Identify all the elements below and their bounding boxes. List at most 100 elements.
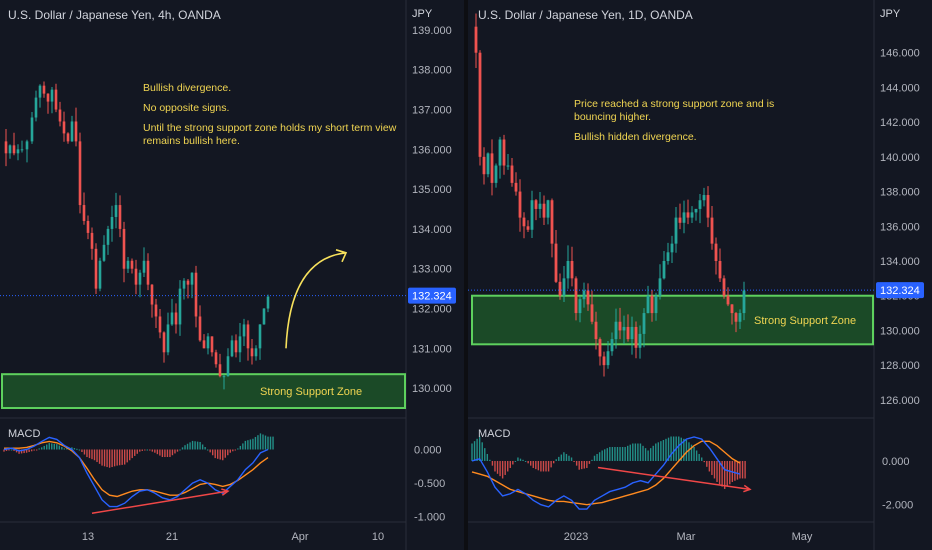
right-macd-histogram-bar bbox=[657, 442, 660, 461]
left-time-tick-label: 21 bbox=[166, 531, 178, 543]
right-candle bbox=[650, 295, 654, 314]
right-macd-histogram-bar bbox=[575, 460, 578, 466]
left-macd-label: MACD bbox=[8, 428, 41, 440]
left-macd-histogram-bar bbox=[159, 449, 161, 456]
right-macd-histogram-bar bbox=[481, 442, 483, 461]
right-macd-histogram-bar bbox=[586, 460, 588, 468]
left-macd-histogram-bar bbox=[20, 449, 23, 454]
right-candle bbox=[562, 278, 566, 296]
right-macd-histogram-bar bbox=[476, 438, 478, 461]
left-price-tick-label: 130.000 bbox=[412, 383, 452, 395]
right-candle bbox=[586, 290, 590, 305]
right-macd-histogram-bar bbox=[486, 453, 489, 461]
left-macd-tick-label: -0.500 bbox=[414, 478, 445, 490]
right-macd-histogram-bar bbox=[527, 460, 529, 464]
left-price-tick-label: 136.000 bbox=[412, 144, 452, 156]
left-candle bbox=[214, 352, 218, 365]
left-macd-histogram-bar bbox=[204, 446, 206, 450]
right-macd-histogram-bar bbox=[721, 460, 723, 487]
left-candle bbox=[154, 304, 158, 317]
left-candle bbox=[106, 228, 110, 245]
left-macd-histogram-bar bbox=[76, 448, 78, 450]
right-macd-histogram-bar bbox=[540, 460, 542, 472]
right-macd-histogram-bar bbox=[667, 437, 670, 461]
right-chart-canvas[interactable]: 146.000 144.000 142.000 140.000 138.000 136.0… bbox=[468, 0, 932, 550]
right-macd-histogram-bar bbox=[680, 437, 682, 461]
right-macd-histogram-bar bbox=[744, 460, 746, 479]
right-macd-histogram-bar bbox=[655, 443, 657, 461]
left-macd-histogram-bar bbox=[174, 449, 176, 454]
right-macd-histogram-bar bbox=[672, 436, 675, 461]
left-macd-histogram-bar bbox=[121, 449, 123, 465]
right-macd-histogram-bar bbox=[588, 460, 591, 464]
left-chart-canvas[interactable]: 139.000 138.000 137.000 136.000 135.000 134.0… bbox=[0, 0, 464, 550]
left-candle bbox=[8, 145, 12, 154]
right-candle bbox=[554, 243, 558, 282]
left-macd-histogram-bar bbox=[189, 442, 191, 450]
right-candle bbox=[518, 191, 522, 218]
left-macd-histogram-bar bbox=[259, 433, 262, 450]
left-annotation-1: Bullish divergence. bbox=[143, 82, 232, 94]
left-candle bbox=[66, 133, 70, 142]
left-candle bbox=[174, 312, 178, 325]
right-candle bbox=[658, 278, 662, 296]
left-last-price-tag bbox=[408, 287, 456, 304]
left-candle bbox=[254, 348, 258, 357]
right-candle bbox=[626, 326, 630, 340]
left-macd-histogram-bar bbox=[156, 449, 159, 455]
right-candle bbox=[474, 26, 478, 53]
right-candle bbox=[578, 299, 582, 314]
left-candle bbox=[90, 232, 94, 249]
left-macd-histogram-bar bbox=[267, 436, 269, 450]
left-candle bbox=[210, 336, 214, 353]
left-macd-histogram-bar bbox=[73, 448, 76, 450]
left-macd-histogram-bar bbox=[91, 449, 93, 460]
left-chart-panel: 139.000 138.000 137.000 136.000 135.000 134.0… bbox=[0, 0, 464, 550]
left-candle bbox=[38, 85, 42, 98]
left-macd-histogram-bar bbox=[214, 449, 216, 459]
right-chart-title: U.S. Dollar / Japanese Yen, 1D, OANDA bbox=[478, 8, 693, 22]
left-macd-histogram-bar bbox=[239, 445, 242, 450]
left-candle bbox=[16, 149, 20, 154]
right-macd-histogram-bar bbox=[741, 460, 744, 479]
left-candle bbox=[186, 280, 190, 285]
left-annotations: Bullish divergence. No opposite signs. U… bbox=[143, 82, 405, 155]
left-candle bbox=[138, 272, 142, 285]
left-annotation-2: No opposite signs. bbox=[143, 102, 230, 114]
left-bullish-arrowhead bbox=[335, 249, 348, 263]
right-candle bbox=[590, 304, 594, 322]
left-macd-histogram-bar bbox=[30, 449, 33, 452]
left-macd-histogram-bar bbox=[3, 449, 5, 452]
left-candle bbox=[182, 280, 186, 289]
right-support-zone-label: Strong Support Zone bbox=[754, 315, 856, 327]
right-macd-histogram-bar bbox=[473, 441, 476, 461]
right-macd-histogram-bar bbox=[573, 460, 575, 462]
right-macd-histogram-bar bbox=[624, 446, 626, 461]
right-macd-histogram-bar bbox=[565, 453, 568, 461]
right-macd-histogram-bar bbox=[542, 460, 545, 472]
left-candle bbox=[98, 260, 102, 289]
right-candle bbox=[618, 321, 622, 331]
right-candle bbox=[614, 321, 618, 340]
right-macd-histogram-bar bbox=[614, 446, 616, 461]
right-divergence-arrowhead bbox=[743, 484, 752, 493]
left-annotation-3: Until the strong support zone holds my s… bbox=[143, 122, 397, 147]
left-macd-histogram-bar bbox=[154, 449, 156, 453]
right-macd-histogram-bar bbox=[706, 460, 708, 467]
right-macd-histogram-bar bbox=[524, 460, 527, 462]
left-price-tick-label: 139.000 bbox=[412, 25, 452, 37]
right-price-tick-label: 140.000 bbox=[880, 152, 920, 164]
left-macd-histogram-bar bbox=[56, 444, 58, 450]
left-macd-histogram-bar bbox=[103, 449, 106, 467]
right-macd-histogram-bar bbox=[507, 460, 509, 472]
left-candle bbox=[158, 316, 162, 333]
left-macd-histogram-bar bbox=[194, 441, 196, 450]
left-time-tick-label: 13 bbox=[82, 531, 94, 543]
right-macd-histogram-bar bbox=[491, 460, 494, 466]
right-macd-histogram-bar bbox=[621, 446, 624, 461]
left-candle bbox=[46, 93, 50, 102]
right-macd-histogram-bar bbox=[471, 443, 473, 461]
left-macd-histogram-bar bbox=[83, 449, 86, 455]
left-candle bbox=[58, 109, 62, 122]
right-macd-histogram-bar bbox=[729, 460, 731, 485]
